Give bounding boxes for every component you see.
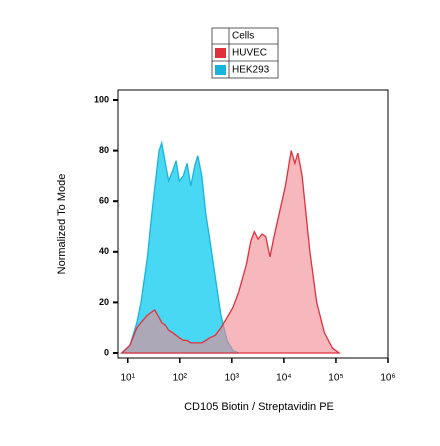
y-tick-label: 40 — [99, 246, 109, 256]
y-axis-label: Normalized To Mode — [56, 174, 68, 275]
legend-label: HUVEC — [232, 48, 267, 59]
y-tick-label: 80 — [99, 145, 109, 155]
x-tick-label: 10³ — [225, 373, 240, 384]
y-tick-label: 20 — [99, 297, 109, 307]
x-tick-label: 10⁴ — [276, 373, 291, 384]
x-tick-label: 10¹ — [121, 373, 136, 384]
area — [120, 150, 342, 354]
legend-title: Cells — [232, 31, 254, 42]
legend-swatch — [215, 48, 226, 58]
legend-label: HEK293 — [232, 65, 270, 76]
x-tick-label: 10⁶ — [380, 373, 395, 384]
area — [120, 140, 239, 354]
legend-swatch — [215, 65, 226, 75]
x-tick-label: 10² — [173, 373, 188, 384]
y-tick-label: 60 — [99, 196, 109, 206]
x-tick-label: 10⁵ — [328, 373, 343, 384]
y-tick-label: 100 — [94, 94, 109, 104]
y-tick-label: 0 — [104, 347, 109, 357]
plot-frame — [117, 89, 389, 359]
x-axis-label: CD105 Biotin / Streptavidin PE — [184, 401, 334, 413]
